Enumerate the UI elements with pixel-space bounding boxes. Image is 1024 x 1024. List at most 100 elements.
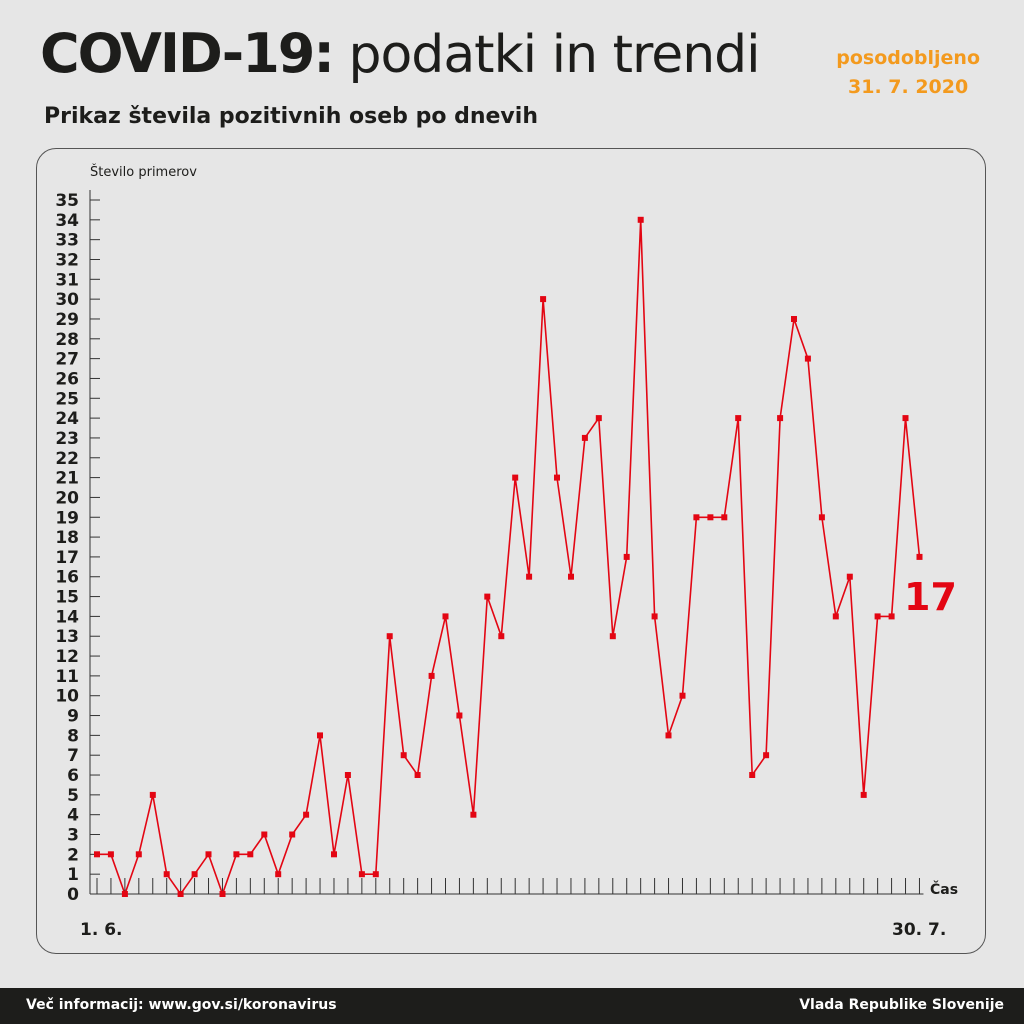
y-tick-label: 15 [55, 588, 79, 608]
y-tick-label: 27 [55, 350, 79, 370]
data-point [107, 851, 114, 858]
data-point [149, 791, 156, 798]
chart-subtitle: Prikaz števila pozitivnih oseb po dnevih [44, 104, 538, 129]
data-point [498, 633, 505, 640]
y-tick-label: 5 [67, 786, 79, 806]
y-tick-label: 0 [67, 885, 79, 905]
data-point [902, 415, 909, 422]
y-tick-label: 9 [67, 707, 79, 727]
data-point [735, 415, 742, 422]
y-tick-label: 12 [55, 647, 79, 667]
data-point [400, 752, 407, 759]
data-point [860, 791, 867, 798]
y-tick-label: 25 [55, 389, 79, 409]
y-tick-label: 4 [67, 806, 79, 826]
data-point [289, 831, 296, 838]
y-tick-label: 26 [55, 369, 79, 389]
chart-panel [36, 148, 986, 954]
y-tick-label: 8 [67, 726, 79, 746]
data-point [581, 434, 588, 441]
data-point [233, 851, 240, 858]
data-point [846, 573, 853, 580]
y-tick-label: 6 [67, 766, 79, 786]
data-point [386, 633, 393, 640]
data-point [456, 712, 463, 719]
y-tick-label: 16 [55, 568, 79, 588]
y-tick-label: 18 [55, 528, 79, 548]
data-point [651, 613, 658, 620]
y-tick-label: 21 [55, 469, 79, 489]
updated-label: posodobljeno [836, 47, 980, 69]
data-point [623, 553, 630, 560]
y-tick-label: 30 [55, 290, 79, 310]
last-value-label: 17 [904, 575, 957, 619]
updated-stamp: posodobljeno 31. 7. 2020 [836, 44, 980, 102]
data-point [707, 514, 714, 521]
data-point [540, 296, 547, 303]
data-point [303, 811, 310, 818]
data-point [637, 216, 644, 223]
y-tick-label: 34 [55, 211, 79, 231]
y-axis-title: Število primerov [90, 164, 197, 180]
data-point [275, 871, 282, 878]
y-tick-label: 7 [67, 746, 79, 766]
y-tick-label: 13 [55, 627, 79, 647]
y-tick-label: 11 [55, 667, 79, 687]
data-point [470, 811, 477, 818]
y-tick-label: 19 [55, 508, 79, 528]
data-point [372, 871, 379, 878]
y-tick-label: 23 [55, 429, 79, 449]
series-line [97, 219, 921, 897]
data-point [916, 553, 923, 560]
data-point [609, 633, 616, 640]
data-point [94, 851, 100, 858]
data-point [818, 514, 825, 521]
data-point [442, 613, 449, 620]
y-tick-label: 35 [55, 191, 79, 211]
data-point [135, 851, 142, 858]
data-point [358, 871, 365, 878]
y-tick-label: 2 [67, 845, 79, 865]
data-point [163, 871, 170, 878]
data-point [595, 415, 602, 422]
data-point [205, 851, 212, 858]
y-tick-label: 31 [55, 270, 79, 290]
footer-info: Več informacij: www.gov.si/koronavirus [26, 997, 337, 1013]
data-point [554, 474, 560, 481]
x-start-label: 1. 6. [80, 920, 123, 940]
y-tick-label: 3 [67, 826, 79, 846]
data-point [874, 613, 881, 620]
y-tick-label: 10 [55, 687, 79, 707]
data-point [763, 752, 770, 759]
data-point [679, 692, 686, 699]
y-tick-label: 20 [55, 488, 79, 508]
title-light: podatki in trendi [332, 25, 760, 85]
data-point [428, 672, 435, 679]
data-point [121, 891, 128, 897]
data-point [414, 772, 421, 778]
data-point [331, 851, 337, 858]
footer: Več informacij: www.gov.si/koronavirus V… [0, 988, 1024, 1024]
y-tick-label: 17 [55, 548, 79, 568]
y-tick-label: 28 [55, 330, 79, 350]
data-point [665, 732, 672, 739]
data-point [832, 613, 839, 620]
data-point [512, 474, 519, 481]
data-point [804, 355, 811, 362]
data-point [219, 891, 226, 897]
y-tick-label: 24 [55, 409, 79, 429]
x-end-label: 30. 7. [892, 920, 946, 940]
data-point [191, 871, 198, 878]
data-point [777, 415, 784, 422]
y-tick-label: 33 [55, 231, 79, 251]
page-title: COVID-19: podatki in trendi [40, 22, 761, 85]
series-group [94, 216, 923, 897]
data-point [261, 831, 268, 838]
data-point [749, 772, 756, 778]
x-axis-title: Čas [930, 880, 958, 898]
data-point [484, 593, 491, 600]
y-tick-label: 22 [55, 449, 79, 469]
data-point [568, 573, 574, 580]
data-point [177, 891, 184, 897]
